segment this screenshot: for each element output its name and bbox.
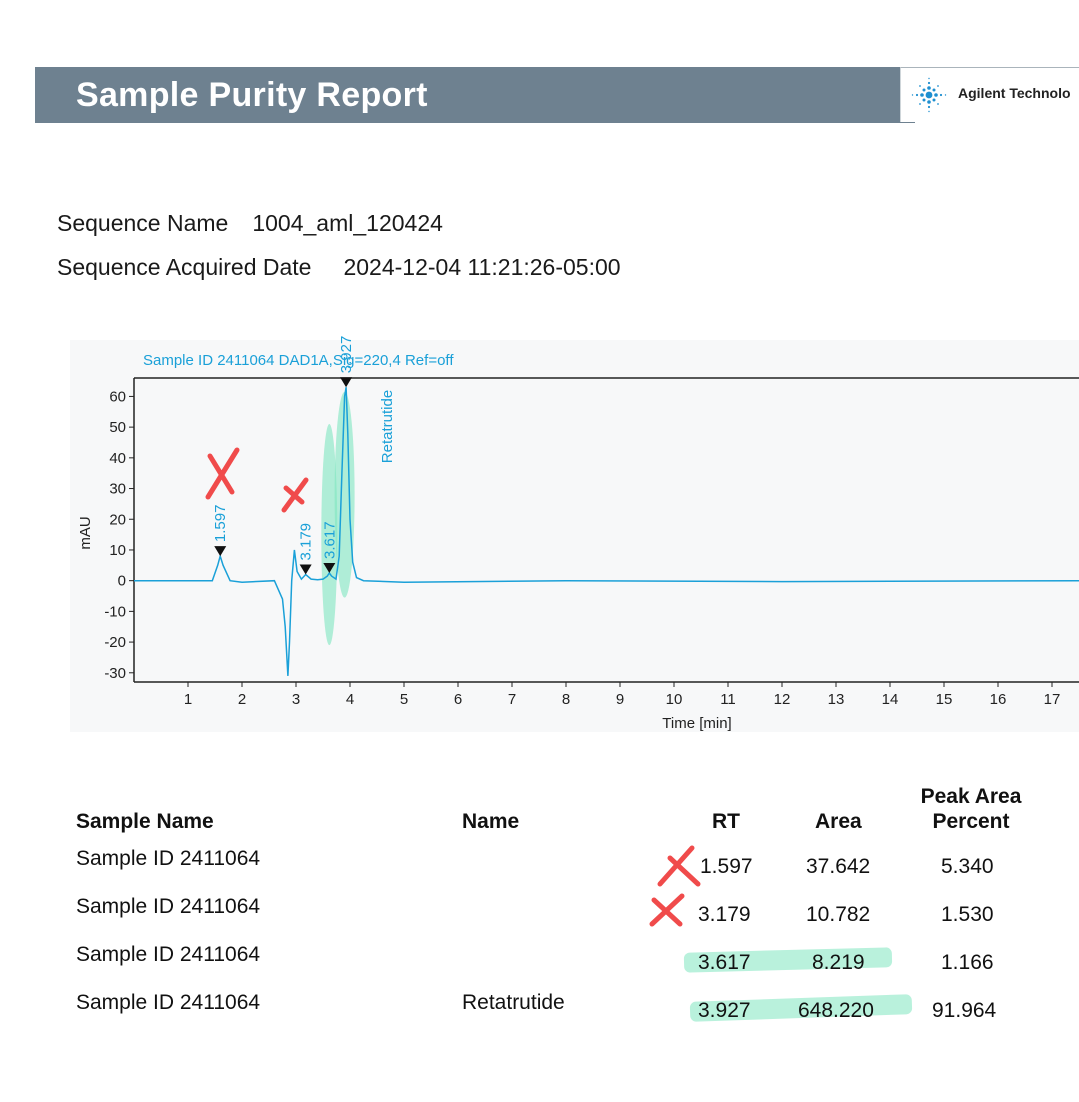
sequence-date-label: Sequence Acquired Date — [57, 254, 312, 280]
peak-rt-label: 1.597 — [212, 505, 229, 543]
x-tick-label: 13 — [828, 691, 845, 708]
cell-area: 37.642 — [806, 855, 871, 878]
sequence-date-value: 2024-12-04 11:21:26-05:00 — [343, 254, 621, 280]
chart-highlights — [321, 391, 355, 646]
peak-marker-icon — [299, 564, 312, 575]
cell-area: 8.219 — [812, 951, 865, 974]
cell-area: 10.782 — [806, 903, 871, 926]
peak-highlight — [321, 424, 338, 646]
y-tick-label: 40 — [109, 450, 126, 467]
signal-trace — [134, 387, 1079, 676]
header-rt: RT — [712, 810, 740, 833]
x-axis-label: Time [min] — [662, 715, 731, 732]
cell-rt: 3.617 — [698, 951, 751, 974]
y-tick-label: 0 — [118, 573, 126, 590]
y-tick-label: 60 — [109, 388, 126, 405]
x-tick-label: 1 — [184, 691, 192, 708]
header-pct-line1: Peak Area — [920, 785, 1022, 808]
red-x-icon — [649, 893, 685, 927]
y-tick-label: -30 — [104, 665, 126, 682]
y-axis-label: mAU — [77, 516, 94, 549]
y-tick-label: 50 — [109, 419, 126, 436]
x-tick-label: 16 — [990, 691, 1007, 708]
cell-sample: Sample ID 2411064 — [76, 847, 261, 870]
report-banner: Sample Purity Report — [35, 67, 915, 123]
y-tick-label: -20 — [104, 634, 126, 651]
sequence-name-label: Sequence Name — [57, 210, 229, 236]
cell-sample: Sample ID 2411064 — [76, 991, 261, 1014]
cell-rt: 3.927 — [698, 999, 751, 1022]
brand-logo: Agilent Technolo — [900, 67, 1079, 122]
cell-rt: 1.597 — [700, 855, 753, 878]
x-tick-label: 14 — [882, 691, 899, 708]
chart-background — [70, 340, 1079, 732]
chromatogram-chart: Sample ID 2411064 DAD1A,Sig=220,4 Ref=of… — [70, 336, 1079, 732]
peak-marker-icon — [340, 377, 353, 388]
x-tick-label: 3 — [292, 691, 300, 708]
x-tick-label: 5 — [400, 691, 408, 708]
cell-area: 648.220 — [798, 999, 874, 1022]
x-tick-label: 2 — [238, 691, 246, 708]
x-tick-label: 4 — [346, 691, 354, 708]
x-tick-label: 6 — [454, 691, 462, 708]
cell-pct: 5.340 — [941, 855, 994, 878]
cell-pct: 91.964 — [932, 999, 997, 1022]
cell-pct: 1.166 — [941, 951, 994, 974]
red-x-icon — [205, 447, 240, 500]
peak-marker-icon — [323, 562, 336, 573]
sequence-name-row: Sequence Name 1004_aml_120424 — [57, 210, 443, 237]
cell-sample: Sample ID 2411064 — [76, 895, 261, 918]
header-name: Name — [462, 810, 520, 833]
header-area: Area — [815, 810, 862, 833]
sequence-name-value: 1004_aml_120424 — [252, 210, 443, 236]
x-tick-label: 10 — [666, 691, 683, 708]
header-pct-line2: Percent — [932, 810, 1010, 833]
red-x-icon — [281, 477, 309, 513]
x-tick-label: 15 — [936, 691, 953, 708]
cell-sample: Sample ID 2411064 — [76, 943, 261, 966]
peak-name-label: Retatrutide — [379, 390, 396, 463]
x-tick-label: 8 — [562, 691, 570, 708]
y-tick-label: 30 — [109, 481, 126, 498]
x-tick-label: 12 — [774, 691, 791, 708]
rejected-peak-marks — [205, 447, 309, 513]
header-sample-name: Sample Name — [76, 810, 214, 833]
peak-rt-label: 3.617 — [321, 521, 338, 559]
x-tick-label: 7 — [508, 691, 516, 708]
header-peak-area-percent: Peak Area Percent — [906, 784, 1036, 834]
chart-axes: 1 2 3 4 5 6 7 8 9 10 11 12 13 14 15 16 17-30-20-10010203… — [104, 377, 1079, 708]
peak-markers: 1.597 3.179 3.617 3.927 Retatrutide — [212, 336, 396, 575]
x-tick-label: 17 — [1044, 691, 1061, 708]
x-tick-label: 11 — [720, 691, 736, 708]
red-x-icon — [657, 845, 701, 887]
brand-name: Agilent Technolo — [958, 85, 1071, 101]
y-tick-label: 10 — [109, 542, 126, 559]
cell-pct: 1.530 — [941, 903, 994, 926]
sequence-date-row: Sequence Acquired Date 2024-12-04 11:21:2… — [57, 254, 621, 281]
peak-rt-label: 3.927 — [338, 336, 355, 374]
peak-marker-icon — [214, 546, 227, 557]
cell-rt: 3.179 — [698, 903, 751, 926]
cell-name: Retatrutide — [462, 991, 565, 1014]
chart-title: Sample ID 2411064 DAD1A,Sig=220,4 Ref=of… — [143, 352, 454, 369]
y-tick-label: 20 — [109, 511, 126, 528]
peak-rt-label: 3.179 — [298, 523, 315, 561]
y-tick-label: -10 — [104, 603, 126, 620]
report-title: Sample Purity Report — [76, 76, 428, 114]
x-tick-label: 9 — [616, 691, 624, 708]
agilent-spark-icon — [911, 77, 947, 113]
